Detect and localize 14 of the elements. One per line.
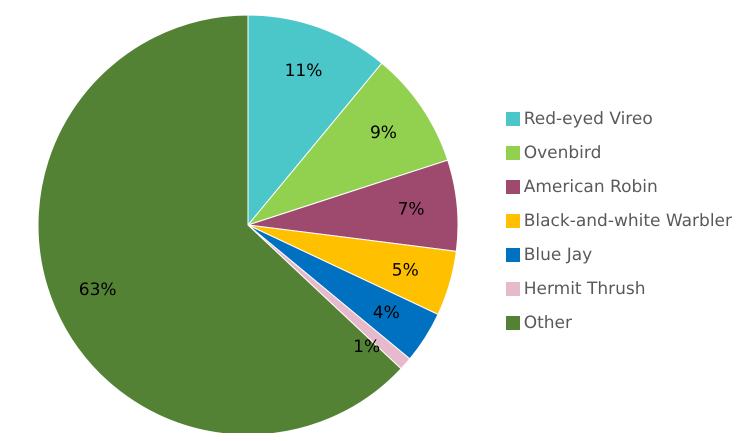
data-label: 63% (78, 280, 117, 300)
legend-label: Other (524, 312, 572, 332)
legend-label: Black-and-white Warbler (524, 210, 732, 230)
legend-label: Red-eyed Vireo (524, 108, 653, 128)
data-label: 7% (398, 200, 425, 220)
legend-label: Blue Jay (524, 244, 592, 264)
legend-label: Hermit Thrush (524, 278, 646, 298)
data-label: 4% (372, 302, 400, 323)
data-label: 11% (284, 60, 322, 81)
legend-label: Ovenbird (524, 142, 602, 162)
data-label: 9% (370, 122, 397, 143)
data-label: 5% (392, 260, 419, 281)
legend-label: American Robin (524, 176, 658, 196)
data-label: 1% (353, 337, 380, 358)
